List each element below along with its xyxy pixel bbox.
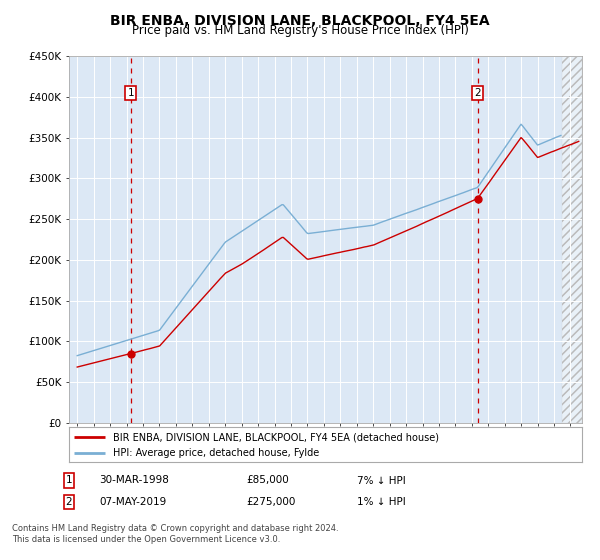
Text: BIR ENBA, DIVISION LANE, BLACKPOOL, FY4 5EA: BIR ENBA, DIVISION LANE, BLACKPOOL, FY4 … bbox=[110, 14, 490, 28]
Text: £275,000: £275,000 bbox=[246, 497, 295, 507]
Bar bbox=[562, 56, 582, 423]
Text: 2: 2 bbox=[65, 497, 73, 507]
Text: BIR ENBA, DIVISION LANE, BLACKPOOL, FY4 5EA (detached house): BIR ENBA, DIVISION LANE, BLACKPOOL, FY4 … bbox=[113, 432, 439, 442]
Text: 1: 1 bbox=[65, 475, 73, 486]
Text: Contains HM Land Registry data © Crown copyright and database right 2024.: Contains HM Land Registry data © Crown c… bbox=[12, 524, 338, 533]
Text: 1: 1 bbox=[127, 88, 134, 97]
Text: 1% ↓ HPI: 1% ↓ HPI bbox=[357, 497, 406, 507]
Text: Price paid vs. HM Land Registry's House Price Index (HPI): Price paid vs. HM Land Registry's House … bbox=[131, 24, 469, 37]
Text: This data is licensed under the Open Government Licence v3.0.: This data is licensed under the Open Gov… bbox=[12, 535, 280, 544]
Bar bbox=[562, 56, 582, 423]
Text: 30-MAR-1998: 30-MAR-1998 bbox=[99, 475, 169, 486]
Text: HPI: Average price, detached house, Fylde: HPI: Average price, detached house, Fyld… bbox=[113, 448, 319, 458]
Text: 7% ↓ HPI: 7% ↓ HPI bbox=[357, 475, 406, 486]
Text: £85,000: £85,000 bbox=[246, 475, 289, 486]
Text: 2: 2 bbox=[474, 88, 481, 97]
Text: 07-MAY-2019: 07-MAY-2019 bbox=[99, 497, 166, 507]
